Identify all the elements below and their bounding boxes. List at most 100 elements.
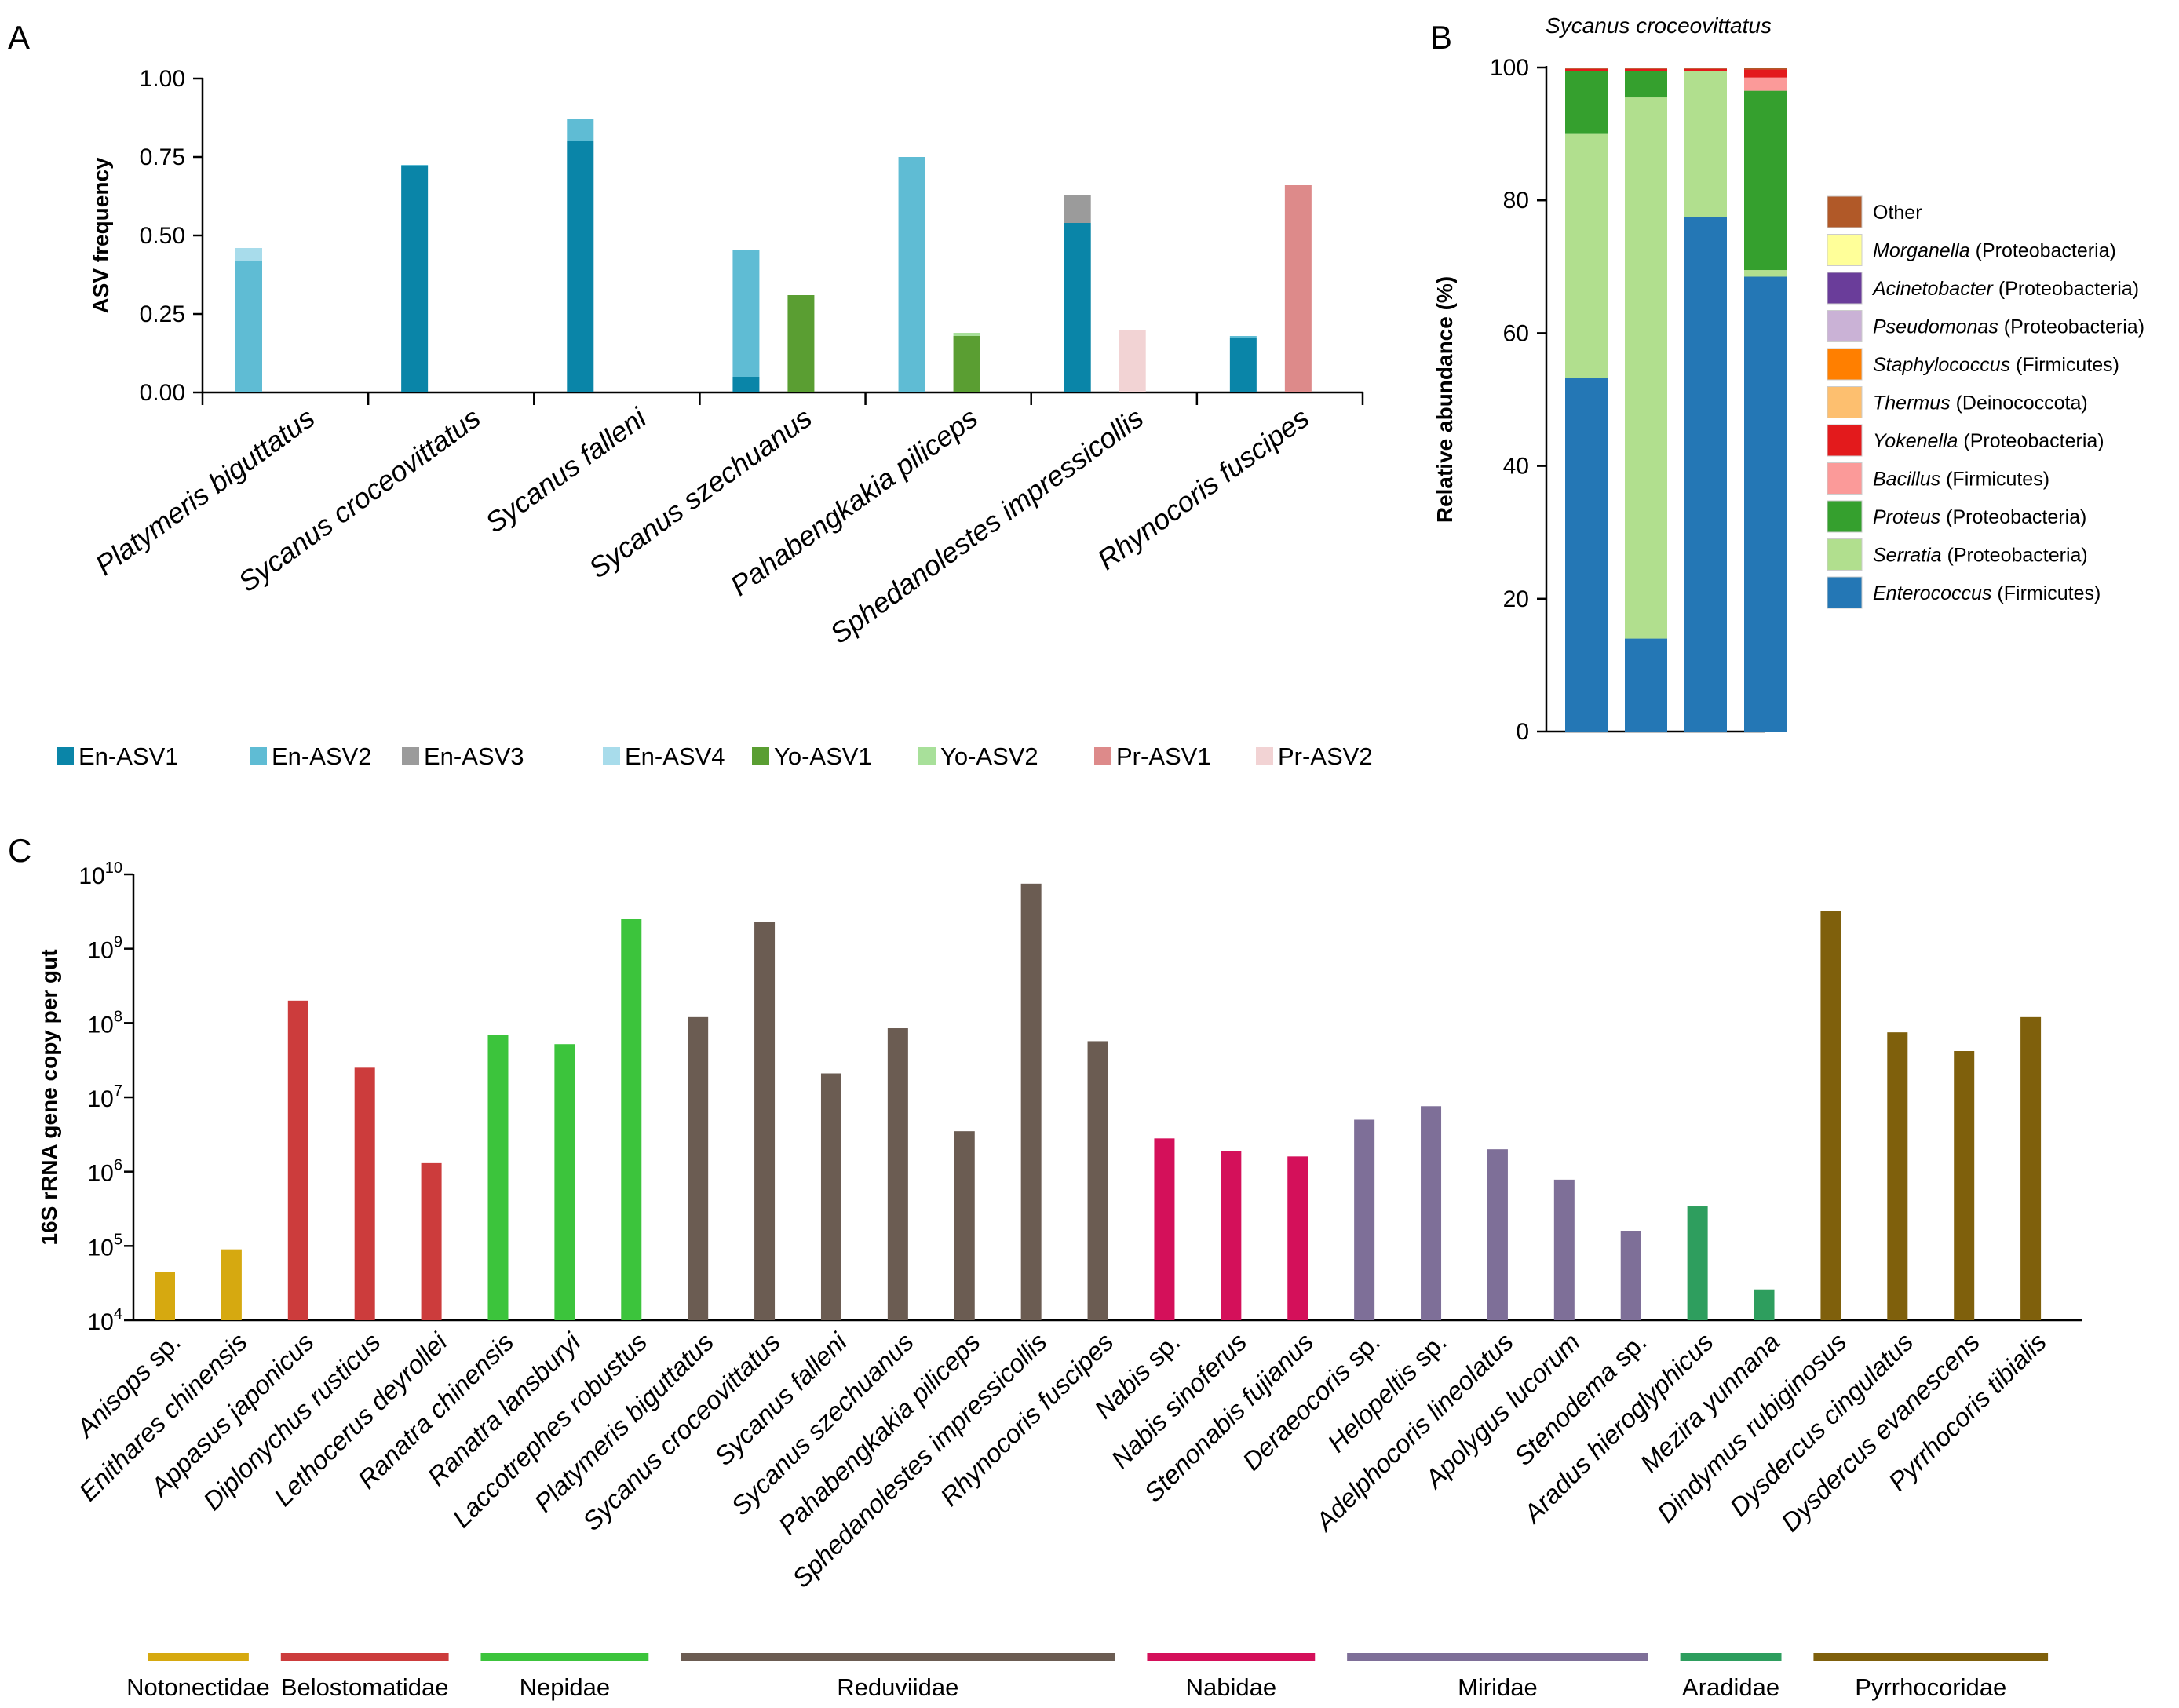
tick-exponent: 4 — [114, 1305, 122, 1323]
legend-phylum-name: (Proteobacteria) — [1958, 430, 2104, 452]
family-label-nepidae: Nepidae — [520, 1673, 610, 1701]
tick-base: 10 — [78, 863, 104, 889]
panel-c-bar-sphedanolestes-impressicollis — [1020, 883, 1042, 1320]
family-bar-aradidae — [1680, 1653, 1782, 1661]
panel-b-y-tick-label: 40 — [1503, 454, 1529, 480]
panel-a-bar-en-asv4 — [235, 248, 262, 261]
panel-a-letter: A — [8, 19, 30, 56]
legend-genus-name: Enterococcus — [1873, 582, 1991, 604]
panel-a-bar-yo-asv1 — [787, 295, 815, 392]
panel-c-bar-sycanus-szechuanus — [887, 1028, 908, 1320]
panel-c-bar-laccotrephes-robustus — [621, 918, 642, 1320]
panel-b-legend-swatch-proteus — [1827, 500, 1863, 533]
legend-swatch-yo-asv2 — [918, 747, 936, 765]
legend-genus-name: Acinetobacter — [1871, 278, 1995, 300]
panel-c-y-tick-label: 107 — [88, 1082, 123, 1112]
legend-swatch-en-asv2 — [250, 747, 267, 765]
panel-b-segment-enterococcus — [1625, 638, 1667, 732]
panel-b-segment-serratia — [1625, 97, 1667, 639]
family-bar-notonectidae — [148, 1653, 249, 1661]
panel-c-bar-ranatra-lansburyi — [554, 1044, 575, 1320]
family-label-reduviidae: Reduviidae — [837, 1673, 958, 1701]
panel-c-bar-nabis-sinoferus — [1221, 1151, 1242, 1320]
legend-genus-name: Proteus — [1873, 506, 1940, 528]
panel-b-segment-yokenella — [1744, 69, 1787, 78]
panel-a-y-axis-label: ASV frequency — [89, 157, 113, 314]
panel-c-y-axis-label: 16S rRNA gene copy per gut — [37, 949, 61, 1245]
legend-swatch-pr-asv2 — [1256, 747, 1273, 765]
tick-exponent: 7 — [114, 1082, 122, 1100]
panel-b-letter: B — [1430, 19, 1452, 56]
panel-b-y-tick-label: 20 — [1503, 586, 1529, 612]
panel-c-bar-mezira-yunnana — [1754, 1289, 1775, 1320]
panel-b-legend-swatch-serratia — [1827, 538, 1863, 571]
panel-b-legend-label-acinetobacter: Acinetobacter (Proteobacteria) — [1871, 278, 2139, 300]
panel-a-bar-en-asv2 — [567, 119, 594, 141]
legend-swatch-en-asv4 — [603, 747, 620, 765]
legend-swatch-en-asv3 — [402, 747, 419, 765]
panel-a-bar-en-asv2 — [401, 165, 429, 166]
panel-a-y-tick-label: 0.00 — [140, 380, 185, 406]
family-bar-belostomatidae — [280, 1653, 449, 1661]
legend-genus-name: Serratia — [1873, 545, 1942, 567]
panel-b-legend-label-morganella: Morganella (Proteobacteria) — [1873, 240, 2116, 262]
panel-a-bar-en-asv2 — [732, 250, 760, 377]
legend-phylum-name: (Proteobacteria) — [1993, 278, 2139, 300]
panel-b-legend-swatch-enterococcus — [1827, 576, 1863, 609]
panel-a-y-tick-label: 0.75 — [140, 144, 185, 170]
panel-b-legend-swatch-yokenella — [1827, 424, 1863, 457]
tick-exponent: 10 — [105, 859, 122, 877]
panel-b-legend-swatch-bacillus — [1827, 462, 1863, 495]
family-bar-reduviidae — [681, 1653, 1115, 1661]
panel-b-segment-bacillus — [1744, 77, 1787, 91]
legend-swatch-pr-asv1 — [1094, 747, 1111, 765]
legend-phylum-name: (Proteobacteria) — [1942, 545, 2088, 567]
legend-genus-name: Morganella — [1873, 240, 1970, 262]
panel-c-bar-apolygus-lucorum — [1553, 1179, 1575, 1320]
panel-a-bar-en-asv2 — [898, 157, 925, 392]
legend-label-en-asv3: En-ASV3 — [424, 743, 524, 770]
legend-phylum-name: (Proteobacteria) — [1940, 506, 2086, 528]
panel-b-segment-proteus — [1625, 71, 1667, 98]
panel-b-legend-label-enterococcus: Enterococcus (Firmicutes) — [1873, 582, 2101, 604]
family-bar-nabidae — [1147, 1653, 1316, 1661]
legend-label-yo-asv1: Yo-ASV1 — [774, 743, 872, 770]
legend-swatch-en-asv1 — [57, 747, 74, 765]
family-label-notonectidae: Notonectidae — [126, 1673, 270, 1701]
tick-base: 10 — [88, 1235, 114, 1261]
legend-phylum-name: (Firmicutes) — [1940, 469, 2049, 491]
panel-b-y-axis-label: Relative abundance (%) — [1433, 276, 1457, 523]
family-label-nabidae: Nabidae — [1186, 1673, 1276, 1701]
panel-c-y-tick-label: 104 — [88, 1305, 123, 1335]
legend-swatch-yo-asv1 — [752, 747, 769, 765]
panel-c-bar-diplonychus-rusticus — [354, 1068, 375, 1320]
panel-a-bar-pr-asv2 — [1119, 330, 1146, 392]
legend-phylum-name: (Deinococcota) — [1951, 392, 2088, 414]
panel-b-legend-label-proteus: Proteus (Proteobacteria) — [1873, 506, 2086, 528]
panel-a-bar-en-asv1 — [401, 166, 429, 392]
panel-c-bar-adelphocoris-lineolatus — [1487, 1149, 1508, 1320]
panel-b-legend-swatch-other — [1827, 195, 1863, 228]
tick-base: 10 — [88, 938, 114, 964]
panel-b-legend-swatch-morganella — [1827, 234, 1863, 266]
panel-a-bar-yo-asv1 — [953, 336, 980, 392]
tick-exponent: 9 — [114, 934, 122, 951]
panel-b-segment-other — [1625, 68, 1667, 69]
panel-a-y-tick-label: 0.25 — [140, 301, 185, 327]
panel-b-segment-enterococcus — [1744, 276, 1787, 732]
panel-b-legend-label-staphylococcus: Staphylococcus (Firmicutes) — [1873, 354, 2119, 376]
tick-exponent: 6 — [114, 1157, 122, 1174]
legend-genus-name: Other — [1873, 202, 1922, 224]
panel-a-y-tick-label: 1.00 — [140, 66, 185, 92]
panel-a-bar-en-asv3 — [1064, 195, 1091, 223]
panel-b-segment-proteus — [1744, 90, 1787, 271]
panel-a-category-label: Sphedanolestes impressicollis — [824, 401, 1149, 650]
panel-b-segment-yokenella — [1625, 68, 1667, 71]
panel-c-bar-anisops — [155, 1272, 175, 1320]
panel-a-bar-en-asv1 — [1064, 223, 1091, 392]
legend-phylum-name: (Proteobacteria) — [1970, 240, 2116, 262]
panel-b-legend-label-serratia: Serratia (Proteobacteria) — [1873, 545, 2088, 567]
panel-a-bar-en-asv1 — [1229, 338, 1257, 392]
